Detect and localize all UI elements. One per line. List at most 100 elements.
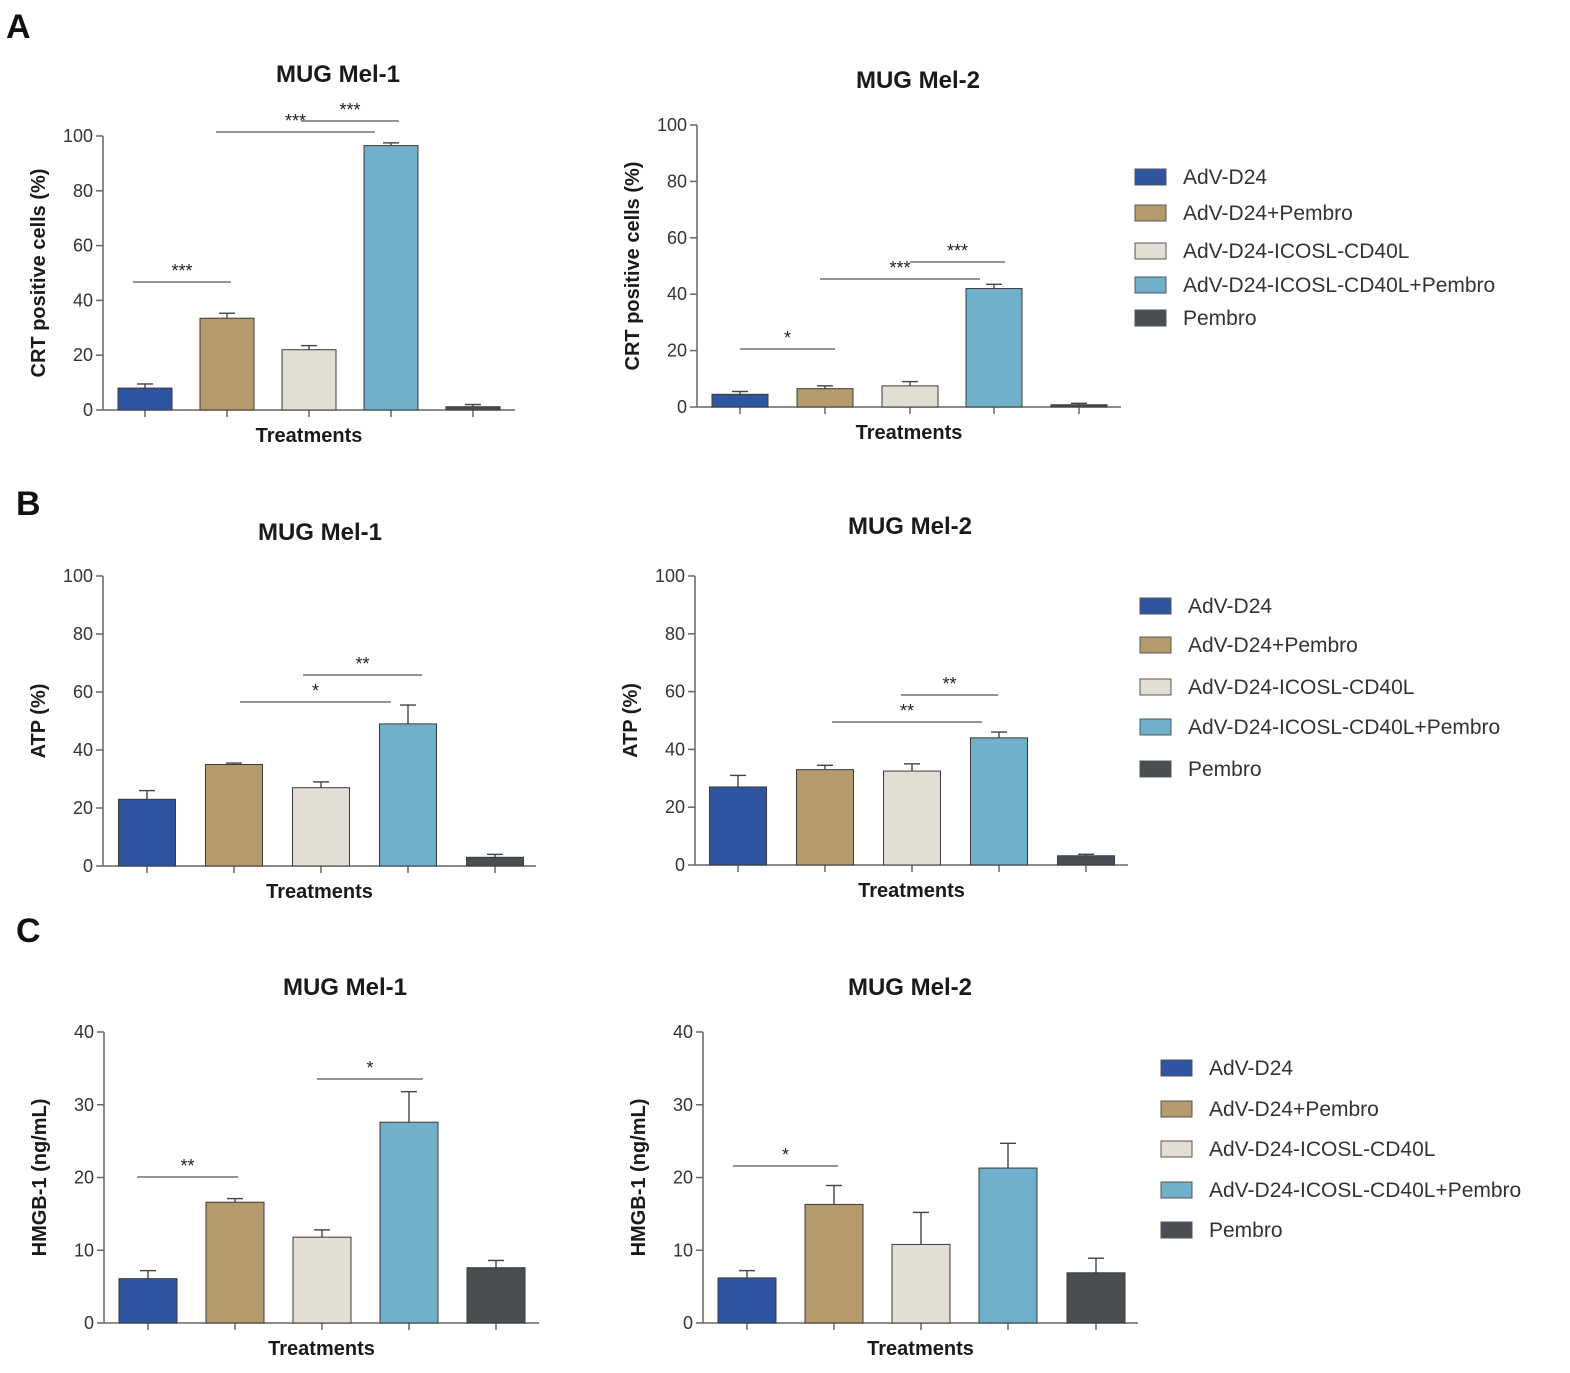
bar-pembro [466, 856, 524, 867]
bar-adv-d24-pembro [205, 1201, 265, 1324]
legend-swatch [1139, 718, 1172, 736]
significance-label: * [782, 1145, 789, 1165]
y-axis-label: ATP (%) [28, 684, 50, 759]
bar-adv-d24 [711, 393, 769, 408]
legend-label: AdV-D24-ICOSL-CD40L [1183, 240, 1409, 263]
y-tick-label: 10 [673, 1240, 693, 1260]
legend-label: AdV-D24-ICOSL-CD40L+Pembro [1188, 716, 1500, 739]
bar-adv-d24-icosl-cd40l-pembro [978, 1167, 1038, 1324]
bar-adv-d24-icosl-cd40l [883, 770, 941, 866]
significance-label: * [784, 328, 791, 348]
legend-swatch [1139, 678, 1172, 696]
legend-swatch [1160, 1100, 1193, 1118]
y-tick-label: 40 [74, 1022, 94, 1042]
chart-title: MUG Mel-2 [856, 67, 980, 94]
significance-label: ** [942, 674, 956, 694]
panel-label-b: B [16, 485, 41, 523]
legend-swatch [1139, 636, 1172, 654]
bar-adv-d24 [709, 786, 767, 866]
y-tick-label: 30 [673, 1095, 693, 1115]
y-tick-label: 60 [667, 228, 687, 248]
x-axis-label: Treatments [867, 1338, 974, 1360]
legend-label: AdV-D24-ICOSL-CD40L [1188, 676, 1414, 699]
significance-label: ** [355, 654, 369, 674]
significance-label: * [312, 681, 319, 701]
y-tick-label: 80 [73, 624, 93, 644]
bar-adv-d24-icosl-cd40l [292, 787, 350, 867]
legend-swatch [1139, 760, 1172, 778]
chart-title: MUG Mel-2 [848, 513, 972, 540]
y-tick-label: 0 [84, 1313, 94, 1333]
significance-label: *** [285, 111, 306, 131]
bar-pembro [1066, 1272, 1126, 1324]
legend-swatch [1160, 1059, 1193, 1077]
y-tick-label: 60 [73, 682, 93, 702]
chart-title: MUG Mel-1 [283, 974, 407, 1001]
y-tick-label: 10 [74, 1240, 94, 1260]
y-tick-label: 30 [74, 1095, 94, 1115]
legend-c: AdV-D24 AdV-D24+Pembro AdV-D24-ICOSL-CD40L… [1160, 1057, 1521, 1242]
y-tick-label: 0 [677, 397, 687, 417]
x-axis-label: Treatments [268, 1338, 375, 1360]
y-tick-label: 0 [683, 1313, 693, 1333]
legend-swatch [1134, 168, 1167, 186]
legend-label: Pembro [1183, 307, 1257, 330]
y-tick-label: 20 [667, 341, 687, 361]
y-tick-label: 0 [675, 855, 685, 875]
bar-adv-d24-pembro [796, 769, 854, 866]
legend-label: AdV-D24 [1188, 595, 1272, 618]
y-tick-label: 100 [63, 126, 93, 146]
bar-adv-d24 [118, 798, 176, 867]
legend-swatch [1134, 242, 1167, 260]
y-tick-label: 80 [73, 181, 93, 201]
legends-layer: AdV-D24 AdV-D24+Pembro AdV-D24-ICOSL-CD40L… [1134, 166, 1521, 1242]
bar-adv-d24-icosl-cd40l-pembro [379, 1121, 439, 1324]
chart-2: MUG Mel-2 0 20 40 60 80 100 Treatments CRT posit… [622, 67, 1121, 444]
significance-label: *** [339, 100, 360, 120]
legend-swatch [1160, 1181, 1193, 1199]
y-tick-label: 20 [73, 798, 93, 818]
chart-1: MUG Mel-1 0 20 40 60 80 100 Treatments CRT posit… [28, 61, 515, 447]
significance-label: *** [171, 261, 192, 281]
legend-swatch [1134, 276, 1167, 294]
legend-swatch [1139, 597, 1172, 615]
x-axis-label: Treatments [856, 422, 963, 444]
significance-label: ** [180, 1156, 194, 1176]
bar-adv-d24-icosl-cd40l [281, 349, 337, 411]
chart-title: MUG Mel-2 [848, 974, 972, 1001]
y-tick-label: 0 [83, 856, 93, 876]
legend-b: AdV-D24 AdV-D24+Pembro AdV-D24-ICOSL-CD40L… [1139, 595, 1500, 781]
legend-swatch [1160, 1140, 1193, 1158]
significance-label: *** [889, 258, 910, 278]
y-tick-label: 40 [665, 739, 685, 759]
legend-label: AdV-D24-ICOSL-CD40L [1209, 1138, 1435, 1161]
bar-adv-d24-icosl-cd40l-pembro [965, 288, 1023, 408]
legend-swatch [1134, 309, 1167, 327]
y-tick-label: 100 [655, 566, 685, 586]
chart-6: MUG Mel-2 0 10 20 30 40 Treatments HMGB-1 (ng/m… [628, 974, 1138, 1360]
legend-label: AdV-D24 [1209, 1057, 1293, 1080]
significance-label: ** [900, 701, 914, 721]
panel-label-c: C [16, 912, 41, 950]
y-tick-label: 20 [74, 1168, 94, 1188]
bar-adv-d24-pembro [205, 764, 263, 867]
y-tick-label: 80 [667, 171, 687, 191]
y-tick-label: 60 [73, 236, 93, 256]
y-tick-label: 40 [73, 740, 93, 760]
legend-label: AdV-D24 [1183, 166, 1267, 189]
y-axis-label: CRT positive cells (%) [622, 162, 644, 371]
y-tick-label: 20 [665, 797, 685, 817]
bar-adv-d24-icosl-cd40l-pembro [379, 723, 437, 867]
x-axis-label: Treatments [858, 880, 965, 902]
y-tick-label: 20 [673, 1168, 693, 1188]
bar-pembro [445, 406, 501, 411]
bar-adv-d24 [117, 387, 173, 411]
legend-label: AdV-D24-ICOSL-CD40L+Pembro [1183, 274, 1495, 297]
bar-pembro [1050, 404, 1108, 408]
x-axis-label: Treatments [266, 881, 373, 903]
bar-pembro [466, 1267, 526, 1324]
y-axis-label: HMGB-1 (ng/mL) [29, 1099, 51, 1257]
